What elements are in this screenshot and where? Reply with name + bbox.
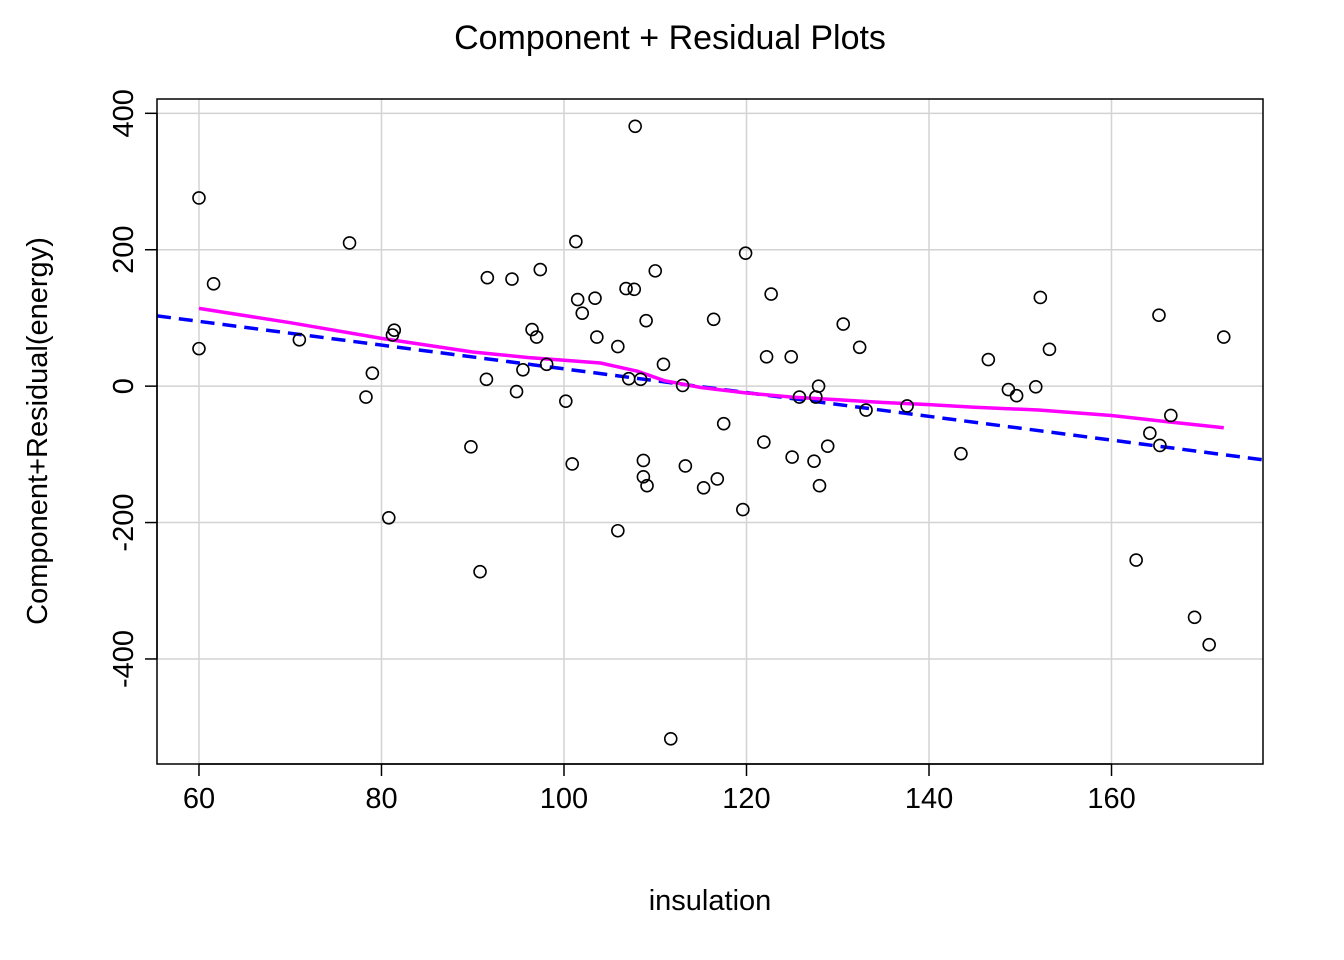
data-point-73 (1143, 426, 1157, 441)
data-point-62 (852, 340, 867, 355)
data-point-3 (292, 332, 307, 347)
x-axis: 60 80 100 120 140 160 (183, 763, 1136, 815)
data-point-59 (812, 478, 827, 493)
data-point-38 (640, 478, 654, 493)
data-point-68 (1009, 388, 1024, 403)
data-point-47 (716, 416, 731, 431)
data-point-44 (696, 480, 711, 495)
y-axis-label: Component+Residual(energy) (22, 237, 54, 625)
data-point-61 (836, 317, 851, 331)
x-tick-label-4: 140 (905, 783, 953, 815)
data-point-70 (1033, 290, 1048, 305)
data-point-30 (619, 281, 633, 296)
data-point-2 (206, 277, 221, 291)
data-point-43 (678, 459, 693, 473)
data-point-9 (387, 323, 402, 338)
data-point-42 (675, 378, 690, 393)
data-point-24 (570, 292, 585, 307)
data-point-66 (981, 352, 996, 367)
data-point-29 (611, 523, 625, 538)
data-point-26 (588, 291, 602, 305)
x-tick-label-2: 100 (540, 783, 588, 815)
plot-frame (156, 98, 1264, 765)
data-point-75 (1153, 438, 1167, 453)
x-tick-label-5: 160 (1087, 783, 1135, 815)
data-point-69 (1028, 380, 1043, 394)
data-point-13 (480, 270, 495, 285)
data-point-4 (342, 236, 357, 250)
data-point-77 (1187, 610, 1202, 625)
data-point-36 (636, 470, 651, 484)
y-tick-label-2: 0 (108, 378, 140, 394)
y-tick-label-3: -200 (108, 494, 140, 552)
x-tick-label-0: 60 (183, 783, 215, 815)
data-point-16 (516, 362, 530, 377)
data-point-54 (785, 450, 799, 464)
data-point-40 (656, 357, 671, 372)
data-point-65 (954, 446, 968, 461)
data-point-76 (1164, 408, 1178, 423)
data-point-55 (792, 390, 807, 404)
data-point-67 (1001, 382, 1016, 397)
data-point-60 (820, 439, 835, 453)
data-point-56 (807, 454, 821, 468)
y-tick-label-4: -400 (108, 630, 140, 688)
data-point-7 (381, 510, 396, 525)
data-point-52 (764, 287, 778, 301)
data-point-50 (757, 435, 771, 449)
data-point-63 (859, 403, 873, 417)
data-point-23 (569, 234, 583, 249)
data-point-78 (1202, 637, 1216, 652)
data-point-18 (529, 330, 544, 344)
y-axis: 400 200 0 -200 -400 (108, 89, 158, 688)
data-point-39 (648, 264, 663, 278)
data-point-41 (663, 731, 678, 746)
data-point-25 (575, 306, 590, 320)
chart-title: Component + Residual Plots (454, 19, 886, 57)
data-point-0 (192, 191, 206, 205)
data-point-35 (636, 453, 651, 468)
data-point-15 (509, 384, 524, 399)
data-point-27 (590, 330, 604, 344)
smooth-line (198, 306, 1224, 430)
data-point-22 (565, 457, 580, 471)
data-point-51 (759, 350, 774, 364)
data-point-6 (365, 366, 380, 380)
data-point-20 (539, 357, 554, 372)
data-point-48 (736, 502, 750, 517)
data-point-53 (784, 350, 799, 364)
data-point-33 (628, 119, 642, 134)
data-point-71 (1042, 342, 1057, 357)
data-point-72 (1129, 553, 1143, 567)
y-tick-label-0: 400 (108, 89, 140, 137)
data-point-14 (505, 272, 519, 286)
data-point-28 (611, 339, 625, 354)
x-tick-label-1: 80 (365, 783, 397, 815)
y-tick-label-1: 200 (108, 226, 140, 274)
data-point-21 (559, 394, 573, 408)
data-point-34 (633, 372, 648, 387)
grid-lines (157, 99, 1263, 764)
data-point-49 (738, 246, 753, 260)
smooth-line-group (198, 306, 1224, 430)
data-point-11 (473, 564, 487, 579)
data-point-74 (1152, 308, 1166, 323)
data-point-64 (900, 399, 914, 413)
x-axis-label: insulation (649, 885, 772, 917)
data-point-10 (464, 440, 478, 454)
data-points (192, 119, 1231, 746)
data-point-46 (710, 472, 725, 486)
data-point-58 (811, 379, 826, 393)
data-point-79 (1216, 330, 1231, 344)
data-point-12 (479, 372, 494, 387)
data-point-17 (525, 322, 539, 337)
data-point-37 (639, 313, 653, 328)
x-tick-label-3: 120 (722, 783, 770, 815)
data-point-32 (627, 282, 642, 297)
data-point-1 (192, 341, 206, 356)
data-point-45 (706, 312, 721, 327)
data-point-19 (533, 262, 548, 277)
data-point-5 (359, 390, 373, 404)
